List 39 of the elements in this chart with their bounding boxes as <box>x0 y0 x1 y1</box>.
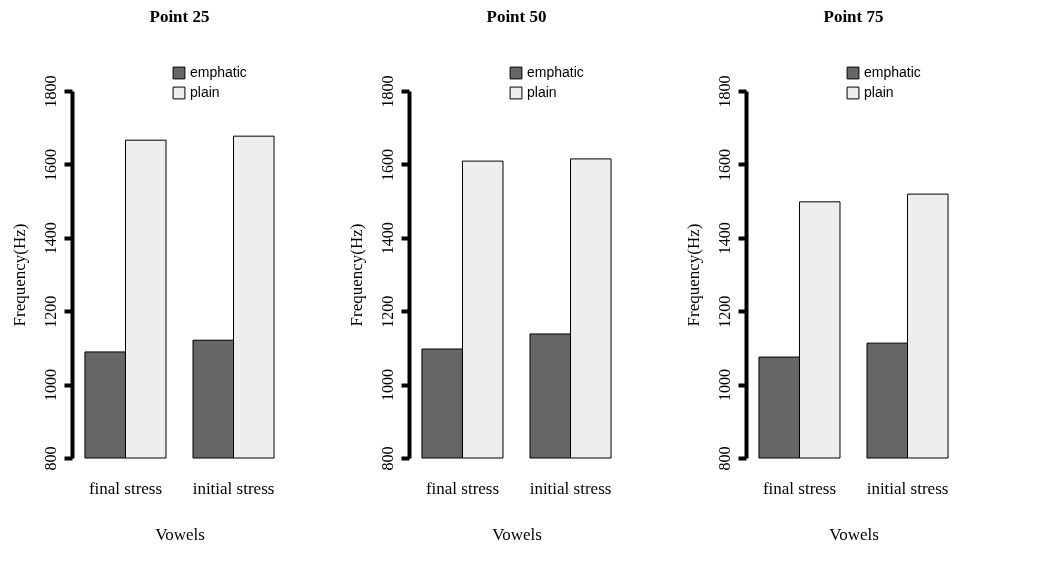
legend-label: plain <box>190 84 220 100</box>
y-tick-label: 1400 <box>378 222 396 255</box>
y-tick-label: 1200 <box>715 295 733 328</box>
legend-label: plain <box>527 84 557 100</box>
y-tick-label: 1000 <box>378 369 396 402</box>
x-axis-title: Vowels <box>492 524 542 544</box>
x-tick-label: initial stress <box>192 478 275 498</box>
chart-title: Point 50 <box>486 7 547 26</box>
y-tick-label: 1800 <box>378 75 396 108</box>
x-tick-label: final stress <box>88 478 163 498</box>
y-tick-label: 1200 <box>378 295 396 328</box>
y-tick-label: 1800 <box>41 75 59 108</box>
y-tick-label: 800 <box>378 446 396 471</box>
y-tick-label: 1600 <box>715 148 733 181</box>
y-tick-label: 1200 <box>41 295 59 328</box>
y-tick-label: 1600 <box>41 148 59 181</box>
y-tick-label: 1400 <box>715 222 733 255</box>
y-axis-title: Frequency(Hz) <box>9 223 29 327</box>
y-tick-label: 800 <box>715 446 733 471</box>
y-axis-title: Frequency(Hz) <box>683 223 703 327</box>
x-axis-title: Vowels <box>829 524 879 544</box>
legend-label: emphatic <box>190 64 247 80</box>
x-tick-label: initial stress <box>529 478 612 498</box>
chart-title: Point 75 <box>823 7 884 26</box>
x-tick-label: initial stress <box>866 478 949 498</box>
chart-title: Point 25 <box>149 7 210 26</box>
y-tick-label: 1800 <box>715 75 733 108</box>
y-tick-label: 1600 <box>378 148 396 181</box>
y-tick-label: 1000 <box>41 369 59 402</box>
y-axis-title: Frequency(Hz) <box>346 223 366 327</box>
x-tick-label: final stress <box>425 478 500 498</box>
legend-label: plain <box>864 84 894 100</box>
legend-label: emphatic <box>864 64 921 80</box>
x-axis-title: Vowels <box>155 524 205 544</box>
y-tick-label: 1400 <box>41 222 59 255</box>
x-tick-label: final stress <box>762 478 837 498</box>
y-tick-label: 1000 <box>715 369 733 402</box>
legend-label: emphatic <box>527 64 584 80</box>
y-tick-label: 800 <box>41 446 59 471</box>
